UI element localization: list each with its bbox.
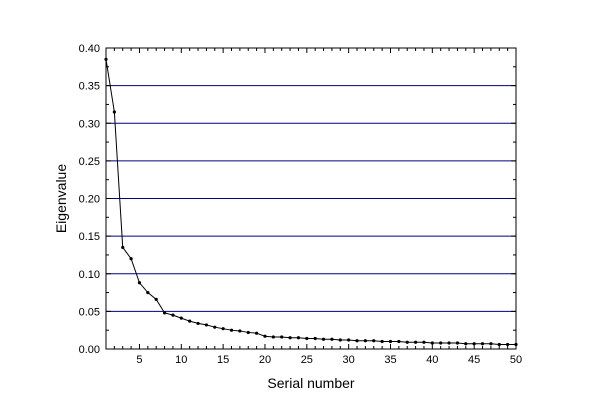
y-tick-label: 0.15 — [79, 231, 100, 243]
grid-layer — [106, 85, 516, 312]
y-tick-label: 0.00 — [79, 344, 100, 356]
data-point — [372, 339, 376, 343]
y-tick-label: 0.10 — [79, 269, 100, 281]
data-point — [204, 323, 209, 327]
data-point — [347, 338, 351, 342]
x-tick-label: 5 — [136, 354, 142, 366]
data-point — [472, 342, 476, 346]
data-point — [363, 339, 367, 343]
data-point — [196, 321, 200, 326]
x-tick-label: 15 — [217, 354, 229, 366]
x-tick-label: 20 — [259, 354, 271, 366]
data-point — [489, 342, 493, 346]
tick-layer — [105, 47, 517, 350]
data-point — [263, 334, 267, 338]
data-point — [246, 330, 250, 335]
data-point — [455, 341, 460, 345]
data-point — [162, 311, 167, 315]
data-point — [480, 342, 485, 346]
y-axis-title: Eigenvalue — [53, 164, 69, 233]
data-point — [112, 110, 116, 114]
data-point — [506, 342, 510, 347]
x-axis-title: Serial number — [267, 375, 354, 391]
data-point — [179, 316, 183, 320]
y-tick-label: 0.05 — [79, 306, 100, 318]
data-point — [146, 290, 150, 295]
x-tick-label: 30 — [343, 354, 355, 366]
y-tick-label: 0.35 — [79, 81, 100, 93]
data-point — [397, 339, 401, 344]
series-line — [105, 59, 516, 345]
data-point — [305, 336, 309, 341]
data-point — [129, 257, 133, 261]
data-point — [229, 328, 234, 332]
y-tick-label: 0.20 — [79, 194, 100, 206]
x-tick-label: 50 — [510, 354, 522, 366]
data-point — [380, 339, 384, 344]
data-point — [221, 327, 225, 331]
data-point — [355, 339, 359, 343]
data-point — [439, 341, 443, 345]
data-point — [271, 335, 275, 339]
data-point — [313, 336, 317, 341]
data-point — [464, 342, 468, 346]
data-point — [447, 341, 451, 345]
data-point — [388, 339, 393, 344]
data-point — [422, 340, 426, 344]
data-point — [121, 245, 125, 250]
data-point — [171, 313, 175, 317]
data-point — [188, 319, 192, 323]
data-point — [213, 325, 217, 329]
data-point — [280, 335, 284, 339]
data-point — [497, 342, 501, 347]
x-tick-label: 40 — [426, 354, 438, 366]
series-layer — [104, 57, 518, 347]
y-tick-label: 0.30 — [79, 118, 100, 130]
data-point — [154, 297, 158, 301]
data-point — [288, 336, 292, 340]
y-tick-label: 0.25 — [79, 156, 100, 168]
data-point — [238, 329, 242, 333]
data-point — [338, 338, 342, 342]
label-layer: 0.00 0.05 0.10 0.15 0.20 0.25 0.30 0.35 0.40 5 10 1… — [79, 43, 523, 366]
data-point — [296, 336, 301, 340]
x-tick-label: 25 — [301, 354, 313, 366]
data-point — [321, 337, 326, 341]
y-tick-label: 0.40 — [79, 43, 100, 55]
data-point — [330, 337, 334, 341]
data-point — [137, 281, 142, 285]
data-point — [413, 340, 418, 344]
data-point — [405, 340, 409, 344]
x-tick-label: 10 — [175, 354, 187, 366]
data-point — [430, 341, 434, 345]
data-point — [255, 331, 259, 335]
x-tick-label: 35 — [384, 354, 396, 366]
x-tick-label: 45 — [468, 354, 480, 366]
